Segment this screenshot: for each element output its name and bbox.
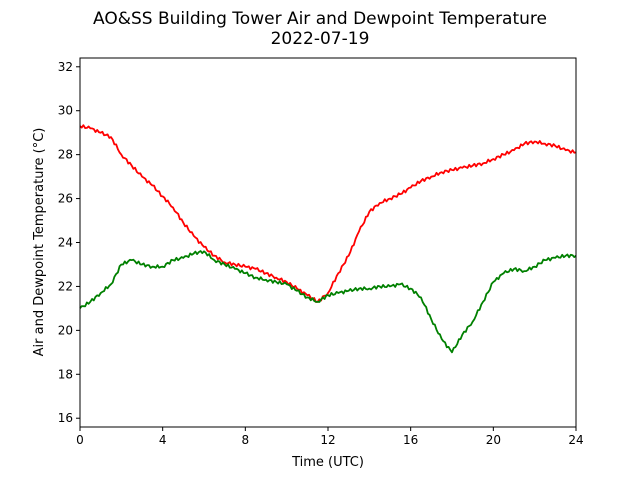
y-tick-label: 28 — [58, 148, 73, 162]
x-tick-label: 4 — [159, 433, 167, 447]
series-line-2 — [79, 250, 577, 354]
chart-title: AO&SS Building Tower Air and Dewpoint Te… — [92, 9, 547, 29]
y-tick-label: 30 — [58, 104, 73, 118]
x-tick-label: 8 — [242, 433, 250, 447]
x-tick-label: 12 — [320, 433, 335, 447]
chart-subtitle: 2022-07-19 — [270, 29, 370, 49]
y-tick-label: 18 — [58, 367, 73, 381]
y-axis-label: Air and Dewpoint Temperature (°C) — [32, 128, 47, 357]
y-tick-label: 16 — [58, 411, 73, 425]
y-tick-label: 20 — [58, 323, 73, 337]
y-tick-label: 26 — [58, 192, 73, 206]
x-tick-label: 16 — [403, 433, 418, 447]
y-tick-label: 24 — [58, 236, 73, 250]
y-tick-label: 32 — [58, 60, 73, 74]
axes-frame — [79, 57, 577, 428]
x-tick-label: 20 — [486, 433, 501, 447]
series-line-1 — [79, 124, 577, 303]
x-tick-label: 0 — [76, 433, 84, 447]
y-tick-label: 22 — [58, 279, 73, 293]
x-tick-label: 24 — [568, 433, 583, 447]
x-axis-label: Time (UTC) — [291, 455, 364, 470]
